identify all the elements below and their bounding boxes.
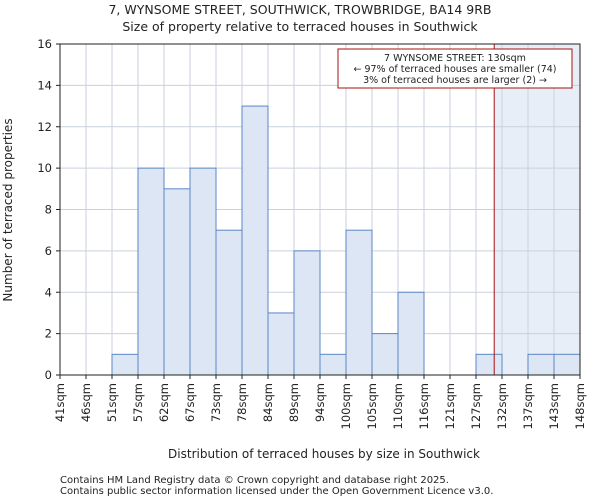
x-axis-label: Distribution of terraced houses by size … (168, 447, 480, 461)
bar-51sqm (111, 353, 139, 376)
annotation-box (337, 48, 573, 89)
x-tick-label: 148sqm (573, 383, 587, 429)
bar-100sqm (345, 229, 373, 376)
bar-143sqm (553, 353, 581, 376)
annotation-line-3: 3% of terraced houses are larger (2) → (363, 75, 547, 86)
bar-67sqm (189, 167, 217, 376)
x-tick-label: 94sqm (313, 383, 327, 422)
x-tick-label: 62sqm (157, 383, 171, 422)
bar-94sqm (319, 353, 347, 376)
y-tick-label: 12 (37, 120, 52, 134)
x-tick-label: 137sqm (521, 383, 535, 429)
bar-127sqm (475, 353, 503, 376)
x-tick-label: 89sqm (287, 383, 301, 422)
bar-73sqm (215, 229, 243, 376)
y-tick-label: 14 (37, 78, 52, 92)
y-axis-label: Number of terraced properties (1, 118, 15, 301)
y-tick-label: 4 (45, 285, 52, 299)
footer-line-2: Contains public sector information licen… (60, 486, 493, 497)
x-tick-label: 73sqm (209, 383, 223, 422)
y-tick-label: 8 (45, 203, 52, 217)
y-tick-label: 0 (45, 368, 52, 382)
x-tick-label: 121sqm (443, 383, 457, 429)
x-tick-label: 116sqm (417, 383, 431, 429)
x-tick-label: 143sqm (547, 383, 561, 429)
y-tick-label: 10 (37, 161, 52, 175)
x-tick-label: 51sqm (105, 383, 119, 422)
bar-78sqm (241, 105, 269, 376)
x-tick-label: 57sqm (131, 383, 145, 422)
y-axis: 0 2 4 6 8 10 12 14 16 (37, 37, 60, 382)
property-annotation: 7 WYNSOME STREET: 130sqm ← 97% of terrac… (337, 48, 573, 89)
bar-110sqm (397, 291, 425, 376)
bar-137sqm (527, 353, 555, 376)
bar-89sqm (293, 250, 321, 376)
bars (111, 105, 581, 376)
x-tick-label: 84sqm (261, 383, 275, 422)
x-tick-label: 110sqm (391, 383, 405, 429)
x-axis: 41sqm 46sqm 51sqm 57sqm 62sqm 67sqm 73sqm 78sqm… (53, 375, 587, 429)
annotation-line-1: 7 WYNSOME STREET: 130sqm (384, 53, 526, 64)
x-tick-label: 132sqm (495, 383, 509, 429)
x-tick-label: 127sqm (469, 383, 483, 429)
x-tick-label: 41sqm (53, 383, 67, 422)
bar-105sqm (371, 333, 399, 376)
plot-area: 0 2 4 6 8 10 12 14 16 41sqm 46sqm 51sqm 57sqm 62sqm 6… (37, 37, 587, 429)
y-tick-label: 2 (45, 327, 52, 341)
x-tick-label: 78sqm (235, 383, 249, 422)
bar-62sqm (163, 188, 191, 376)
bar-84sqm (267, 312, 295, 376)
x-tick-label: 100sqm (339, 383, 353, 429)
annotation-line-2: ← 97% of terraced houses are smaller (74… (353, 64, 556, 75)
chart-subtitle: Size of property relative to terraced ho… (122, 19, 478, 34)
bar-57sqm (137, 167, 165, 376)
x-tick-label: 46sqm (79, 383, 93, 422)
footer-line-1: Contains HM Land Registry data © Crown c… (60, 475, 449, 486)
y-tick-label: 6 (45, 244, 52, 258)
x-tick-label: 67sqm (183, 383, 197, 422)
y-tick-label: 16 (37, 37, 52, 51)
x-tick-label: 105sqm (365, 383, 379, 429)
chart-title: 7, WYNSOME STREET, SOUTHWICK, TROWBRIDGE… (108, 2, 491, 17)
